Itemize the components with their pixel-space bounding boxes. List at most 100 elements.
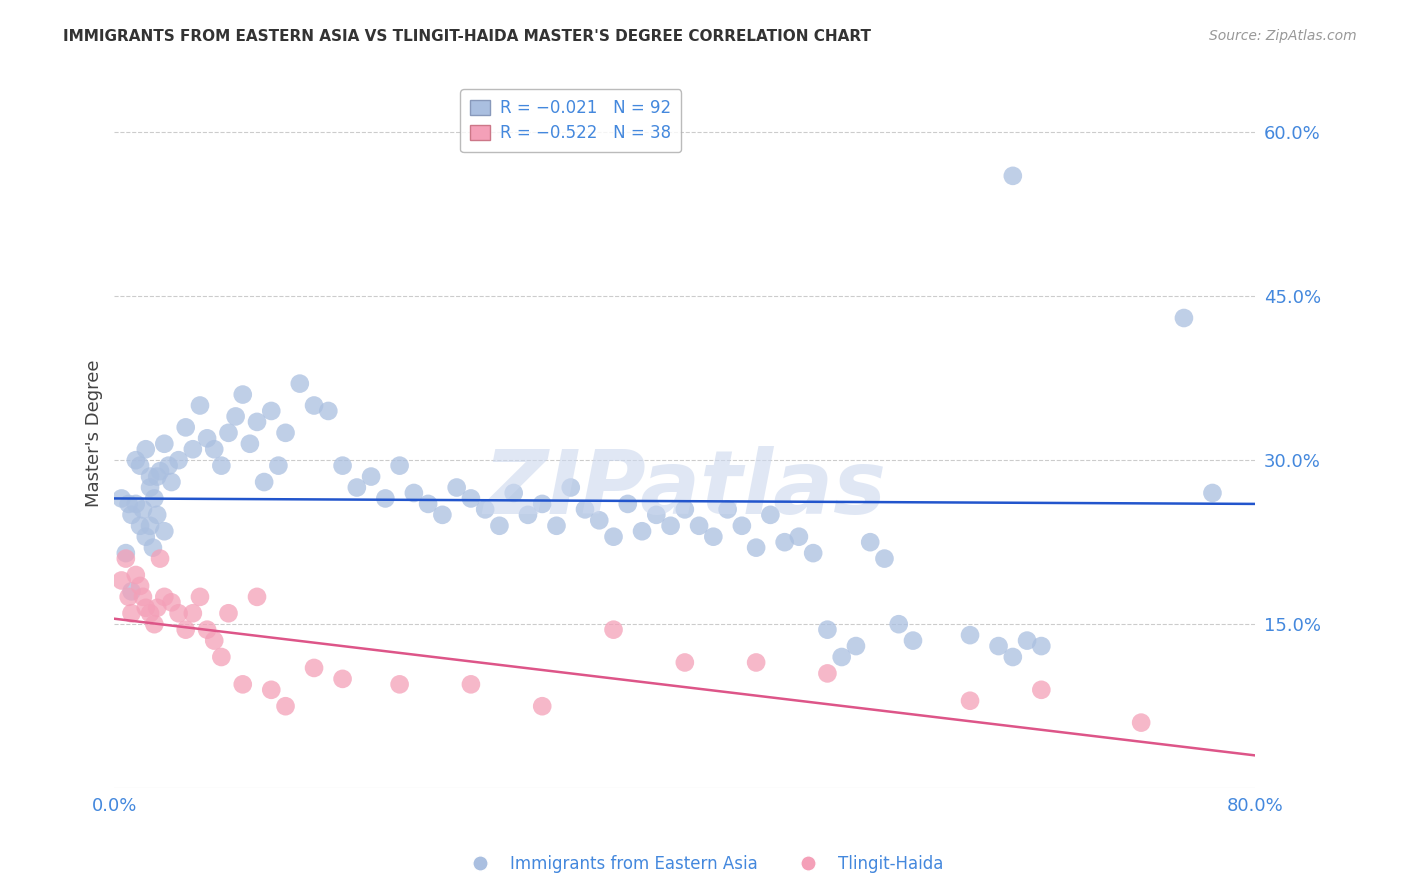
Point bbox=[388, 677, 411, 691]
Point bbox=[1031, 682, 1053, 697]
Point bbox=[149, 464, 172, 478]
Point bbox=[139, 607, 162, 621]
Point bbox=[135, 442, 157, 457]
Point bbox=[114, 551, 136, 566]
Point bbox=[1031, 639, 1053, 653]
Point bbox=[246, 415, 269, 429]
Point bbox=[531, 497, 554, 511]
Point bbox=[602, 530, 624, 544]
Point bbox=[129, 518, 152, 533]
Point bbox=[959, 628, 981, 642]
Point bbox=[125, 453, 148, 467]
Point bbox=[1173, 311, 1195, 326]
Point bbox=[418, 497, 440, 511]
Point bbox=[517, 508, 540, 522]
Point bbox=[129, 458, 152, 473]
Point bbox=[474, 502, 496, 516]
Point bbox=[139, 518, 162, 533]
Text: Source: ZipAtlas.com: Source: ZipAtlas.com bbox=[1209, 29, 1357, 43]
Point bbox=[232, 387, 254, 401]
Point bbox=[188, 590, 211, 604]
Point bbox=[446, 481, 468, 495]
Point bbox=[815, 623, 838, 637]
Point bbox=[631, 524, 654, 539]
Point bbox=[218, 425, 240, 440]
Point bbox=[142, 541, 165, 555]
Point bbox=[432, 508, 454, 522]
Point bbox=[121, 508, 143, 522]
Point bbox=[702, 530, 724, 544]
Point bbox=[673, 656, 696, 670]
Point bbox=[110, 574, 132, 588]
Point bbox=[659, 518, 682, 533]
Point bbox=[288, 376, 311, 391]
Point bbox=[745, 541, 768, 555]
Point bbox=[253, 475, 276, 489]
Point bbox=[146, 600, 169, 615]
Point bbox=[488, 518, 510, 533]
Point bbox=[246, 590, 269, 604]
Point bbox=[360, 469, 382, 483]
Point bbox=[174, 420, 197, 434]
Point bbox=[873, 551, 896, 566]
Point bbox=[374, 491, 396, 506]
Point bbox=[332, 458, 354, 473]
Point bbox=[318, 404, 340, 418]
Point bbox=[121, 607, 143, 621]
Point bbox=[673, 502, 696, 516]
Point bbox=[139, 481, 162, 495]
Point bbox=[146, 469, 169, 483]
Point bbox=[153, 590, 176, 604]
Point bbox=[202, 442, 225, 457]
Point bbox=[773, 535, 796, 549]
Point bbox=[110, 491, 132, 506]
Point bbox=[195, 623, 218, 637]
Point bbox=[302, 399, 325, 413]
Point bbox=[167, 607, 190, 621]
Point bbox=[260, 682, 283, 697]
Point bbox=[959, 694, 981, 708]
Point bbox=[157, 458, 180, 473]
Text: ZIPatlas: ZIPatlas bbox=[484, 446, 886, 533]
Point bbox=[845, 639, 868, 653]
Point bbox=[574, 502, 596, 516]
Point bbox=[188, 399, 211, 413]
Point bbox=[346, 481, 368, 495]
Point bbox=[153, 524, 176, 539]
Point bbox=[460, 677, 482, 691]
Point bbox=[801, 546, 824, 560]
Point bbox=[260, 404, 283, 418]
Point bbox=[118, 590, 141, 604]
Point bbox=[118, 497, 141, 511]
Point bbox=[332, 672, 354, 686]
Point bbox=[209, 650, 232, 665]
Point bbox=[181, 607, 204, 621]
Point bbox=[132, 590, 155, 604]
Point bbox=[745, 656, 768, 670]
Point bbox=[139, 469, 162, 483]
Point bbox=[274, 699, 297, 714]
Point bbox=[239, 436, 262, 450]
Point bbox=[1015, 633, 1038, 648]
Point bbox=[460, 491, 482, 506]
Point bbox=[232, 677, 254, 691]
Point bbox=[831, 650, 853, 665]
Point bbox=[731, 518, 754, 533]
Legend: Immigrants from Eastern Asia, Tlingit-Haida: Immigrants from Eastern Asia, Tlingit-Ha… bbox=[457, 848, 949, 880]
Point bbox=[588, 513, 610, 527]
Point bbox=[218, 607, 240, 621]
Point bbox=[160, 595, 183, 609]
Point bbox=[531, 699, 554, 714]
Point bbox=[181, 442, 204, 457]
Point bbox=[267, 458, 290, 473]
Point bbox=[202, 633, 225, 648]
Text: IMMIGRANTS FROM EASTERN ASIA VS TLINGIT-HAIDA MASTER'S DEGREE CORRELATION CHART: IMMIGRANTS FROM EASTERN ASIA VS TLINGIT-… bbox=[63, 29, 872, 44]
Y-axis label: Master's Degree: Master's Degree bbox=[86, 359, 103, 507]
Point bbox=[149, 551, 172, 566]
Point bbox=[546, 518, 568, 533]
Point bbox=[759, 508, 782, 522]
Point bbox=[135, 530, 157, 544]
Point bbox=[125, 568, 148, 582]
Point bbox=[502, 486, 524, 500]
Legend: R = −0.021   N = 92, R = −0.522   N = 38: R = −0.021 N = 92, R = −0.522 N = 38 bbox=[460, 89, 682, 152]
